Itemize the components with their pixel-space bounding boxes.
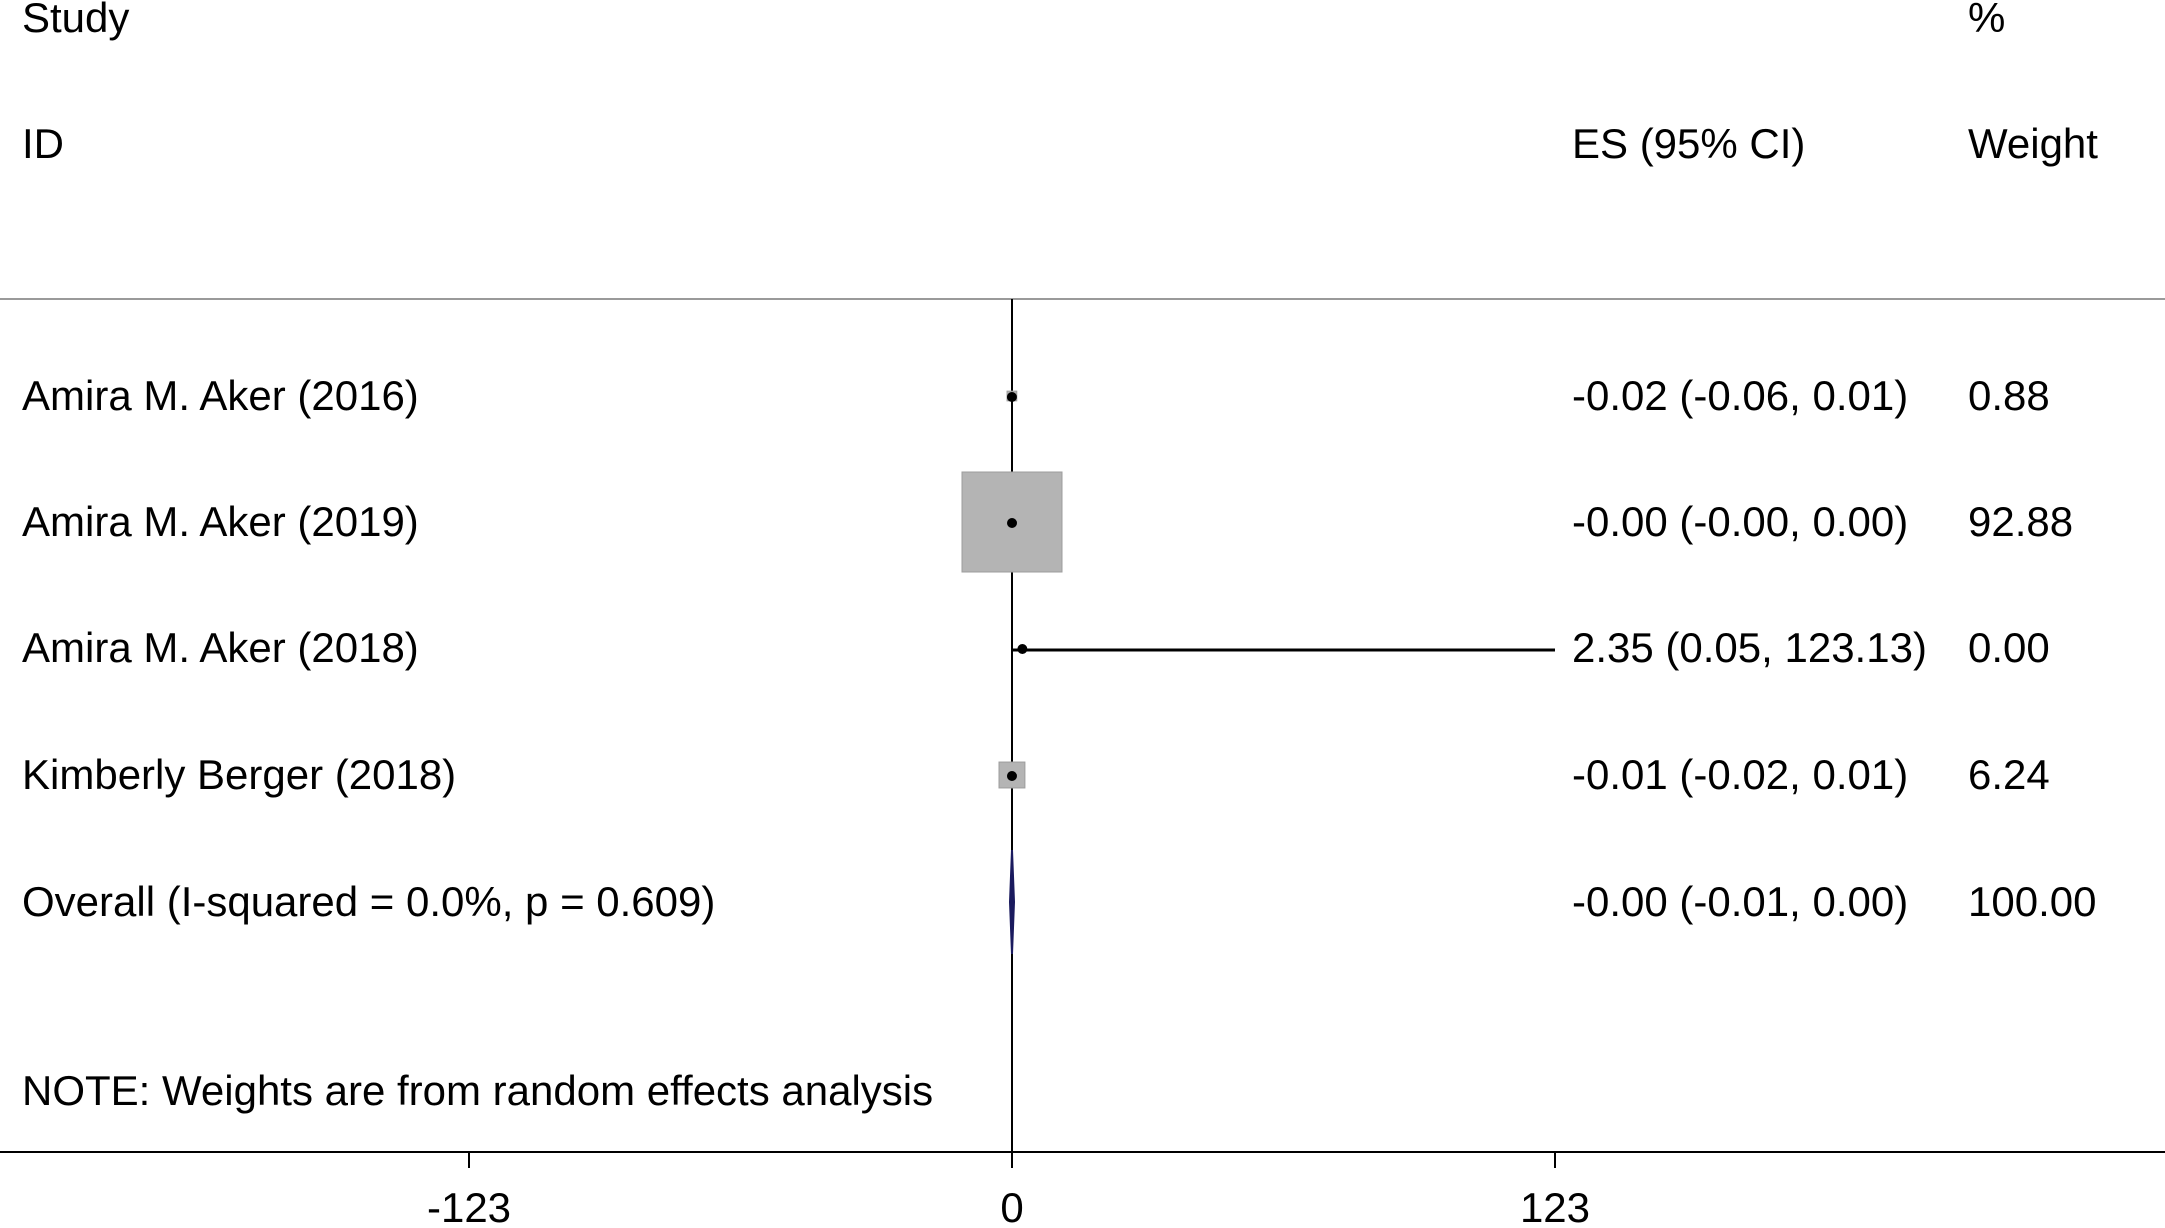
study-row: Amira M. Aker (2016) -0.02 (-0.06, 0.01) 0… bbox=[22, 372, 2050, 419]
overall-label: Overall (I-squared = 0.0%, p = 0.609) bbox=[22, 878, 715, 925]
weight-box bbox=[998, 761, 1026, 789]
study-label: Amira M. Aker (2016) bbox=[22, 372, 419, 419]
study-row: Amira M. Aker (2019) -0.00 (-0.00, 0.00) 9… bbox=[22, 471, 2073, 573]
es-ci-value: -0.01 (-0.02, 0.01) bbox=[1572, 751, 1908, 798]
x-tick-label: 0 bbox=[1000, 1184, 1023, 1228]
es-ci-value: -0.00 (-0.00, 0.00) bbox=[1572, 498, 1908, 545]
overall-es-ci-value: -0.00 (-0.01, 0.00) bbox=[1572, 878, 1908, 925]
note-text: NOTE: Weights are from random effects an… bbox=[22, 1067, 933, 1114]
study-row: Amira M. Aker (2018) 2.35 (0.05, 123.13) 0… bbox=[22, 624, 2050, 671]
es-ci-header: ES (95% CI) bbox=[1572, 120, 1805, 167]
overall-weight-value: 100.00 bbox=[1968, 878, 2096, 925]
study-header: Study bbox=[22, 0, 129, 41]
point-estimate bbox=[1006, 771, 1017, 781]
column-headers: Study ID ES (95% CI) % Weight bbox=[22, 0, 2098, 167]
es-ci-value: 2.35 (0.05, 123.13) bbox=[1572, 624, 1927, 671]
percent-header: % bbox=[1968, 0, 2005, 41]
x-tick-label: -123 bbox=[427, 1184, 511, 1228]
overall-diamond bbox=[1008, 849, 1016, 955]
weight-value: 92.88 bbox=[1968, 498, 2073, 545]
overall-row: Overall (I-squared = 0.0%, p = 0.609) -0.… bbox=[22, 849, 2096, 955]
point-estimate bbox=[1006, 392, 1017, 402]
point-estimate bbox=[1007, 518, 1017, 528]
study-rows: Amira M. Aker (2016) -0.02 (-0.06, 0.01) 0… bbox=[22, 299, 2096, 1152]
weight-header: Weight bbox=[1968, 120, 2098, 167]
point-estimate bbox=[1017, 644, 1028, 654]
x-tick-label: 123 bbox=[1520, 1184, 1590, 1228]
study-label: Amira M. Aker (2018) bbox=[22, 624, 419, 671]
es-ci-value: -0.02 (-0.06, 0.01) bbox=[1572, 372, 1908, 419]
weight-value: 6.24 bbox=[1968, 751, 2050, 798]
study-label: Kimberly Berger (2018) bbox=[22, 751, 456, 798]
weight-value: 0.88 bbox=[1968, 372, 2050, 419]
study-label: Amira M. Aker (2019) bbox=[22, 498, 419, 545]
weight-value: 0.00 bbox=[1968, 624, 2050, 671]
x-axis: -123 0 123 bbox=[0, 1151, 2165, 1228]
study-row: Kimberly Berger (2018) -0.01 (-0.02, 0.01… bbox=[22, 751, 2050, 798]
id-header: ID bbox=[22, 120, 64, 167]
